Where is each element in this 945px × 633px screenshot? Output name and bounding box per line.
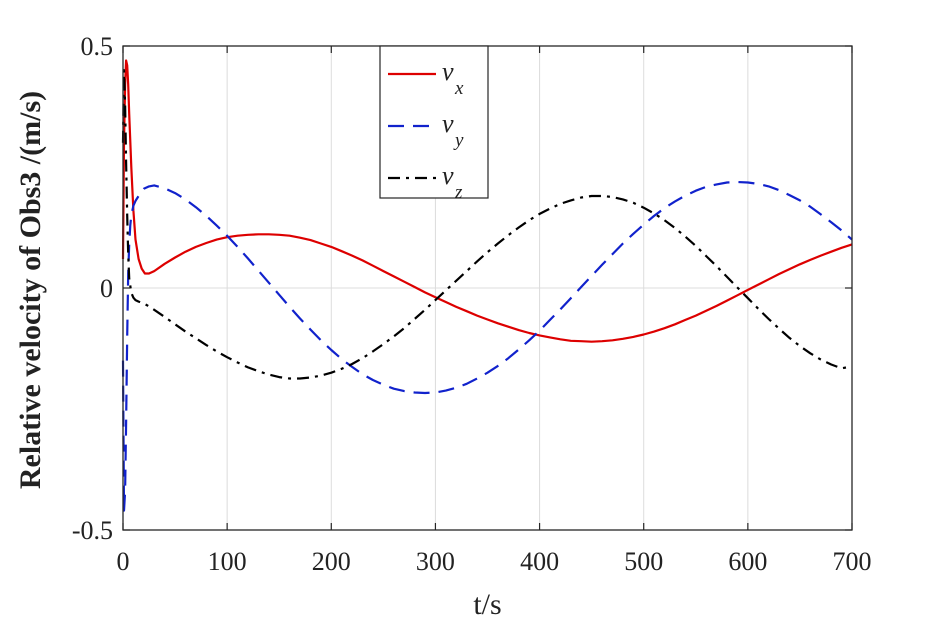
- x-tick-label: 0: [117, 547, 130, 576]
- legend-subscript-z: z: [454, 182, 463, 203]
- x-tick-label: 200: [312, 547, 351, 576]
- x-tick-label: 500: [624, 547, 663, 576]
- x-axis-label: t/s: [473, 588, 501, 621]
- x-tick-label: 100: [208, 547, 247, 576]
- series-line-vy: [121, 180, 853, 512]
- legend-subscript-y: y: [453, 130, 464, 151]
- y-tick-label: 0.5: [81, 32, 114, 61]
- legend-label-vx: v: [442, 57, 454, 86]
- legend-subscript-x: x: [454, 78, 464, 99]
- axis-ticks: 0 100 200 300 400 500 600 700-0.500.5: [72, 32, 872, 576]
- x-tick-label: 700: [833, 547, 872, 576]
- series-line-vz: [121, 69, 853, 380]
- x-tick-label: 400: [520, 547, 559, 576]
- legend-label-vy: v: [442, 109, 454, 138]
- legend-box: [379, 45, 489, 199]
- series-lines: [121, 59, 853, 512]
- legend-label-vz: v: [442, 161, 454, 190]
- y-tick-label: -0.5: [72, 516, 113, 545]
- x-tick-label: 600: [728, 547, 767, 576]
- y-axis-label: Relative velocity of Obs3 /(m/s): [14, 91, 47, 489]
- series-line-vx: [121, 59, 853, 343]
- y-tick-label: 0: [100, 274, 113, 303]
- x-tick-label: 300: [416, 547, 455, 576]
